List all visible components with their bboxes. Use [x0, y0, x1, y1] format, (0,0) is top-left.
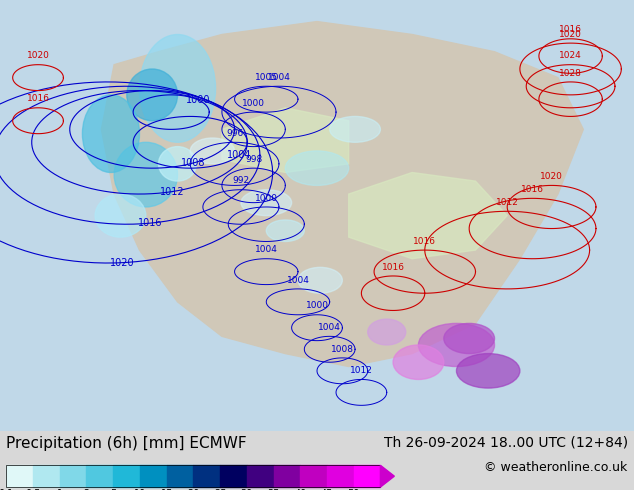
Ellipse shape	[266, 220, 304, 242]
Text: 1016: 1016	[138, 218, 162, 228]
Bar	[113, 466, 140, 487]
Text: 1008: 1008	[181, 158, 205, 168]
Text: 1004: 1004	[228, 150, 252, 160]
Text: 1004: 1004	[318, 323, 341, 332]
Text: 1020: 1020	[540, 172, 563, 181]
Ellipse shape	[418, 323, 495, 367]
Text: 1020: 1020	[27, 51, 49, 60]
Ellipse shape	[190, 138, 235, 164]
Bar	[86, 466, 113, 487]
Text: 1020: 1020	[559, 30, 582, 39]
Ellipse shape	[82, 95, 139, 172]
Polygon shape	[380, 466, 394, 487]
Ellipse shape	[139, 34, 216, 142]
Text: Precipitation (6h) [mm] ECMWF: Precipitation (6h) [mm] ECMWF	[6, 436, 247, 451]
Bar	[140, 466, 167, 487]
Ellipse shape	[330, 117, 380, 142]
Text: 1016: 1016	[521, 185, 544, 194]
Text: 1016: 1016	[382, 263, 404, 271]
Text: 1016: 1016	[413, 237, 436, 246]
Ellipse shape	[285, 151, 349, 185]
Bar	[301, 466, 327, 487]
Bar	[33, 466, 60, 487]
Text: 1000: 1000	[306, 301, 328, 311]
Bar	[60, 466, 86, 487]
Ellipse shape	[456, 354, 520, 388]
Text: 1000: 1000	[255, 194, 278, 203]
Polygon shape	[222, 108, 349, 172]
Ellipse shape	[158, 147, 197, 181]
Bar	[6, 466, 33, 487]
Text: 1000: 1000	[186, 95, 210, 105]
Text: 1012: 1012	[160, 187, 185, 196]
Text: 1004: 1004	[287, 275, 309, 285]
Ellipse shape	[298, 268, 342, 293]
Text: 1005: 1005	[255, 73, 278, 82]
Ellipse shape	[95, 194, 146, 237]
Text: 998: 998	[245, 155, 262, 164]
Text: Th 26-09-2024 18..00 UTC (12+84): Th 26-09-2024 18..00 UTC (12+84)	[384, 436, 628, 450]
Ellipse shape	[114, 142, 178, 207]
Bar	[247, 466, 273, 487]
Polygon shape	[101, 22, 583, 367]
Bar	[327, 466, 354, 487]
Bar	[273, 466, 301, 487]
Bar	[6, 466, 380, 487]
Ellipse shape	[444, 323, 495, 354]
Text: 1004: 1004	[255, 245, 278, 254]
Text: 1028: 1028	[559, 69, 582, 77]
Bar	[193, 466, 220, 487]
Ellipse shape	[393, 345, 444, 379]
Ellipse shape	[241, 190, 292, 216]
Text: 992: 992	[232, 176, 250, 185]
Bar	[167, 466, 193, 487]
Text: 1020: 1020	[110, 258, 134, 268]
Ellipse shape	[127, 69, 178, 121]
Ellipse shape	[368, 319, 406, 345]
Bar	[354, 466, 380, 487]
Text: 1012: 1012	[350, 366, 373, 375]
Bar	[220, 466, 247, 487]
Text: 1000: 1000	[242, 99, 265, 108]
Text: 1004: 1004	[268, 73, 290, 82]
Text: 996: 996	[226, 129, 243, 138]
Text: 1016: 1016	[27, 95, 49, 103]
Polygon shape	[349, 172, 507, 259]
Text: © weatheronline.co.uk: © weatheronline.co.uk	[484, 461, 628, 474]
Text: 1016: 1016	[559, 25, 582, 34]
Text: 1024: 1024	[559, 51, 582, 60]
Text: 1008: 1008	[331, 344, 354, 354]
Text: 1012: 1012	[496, 198, 519, 207]
